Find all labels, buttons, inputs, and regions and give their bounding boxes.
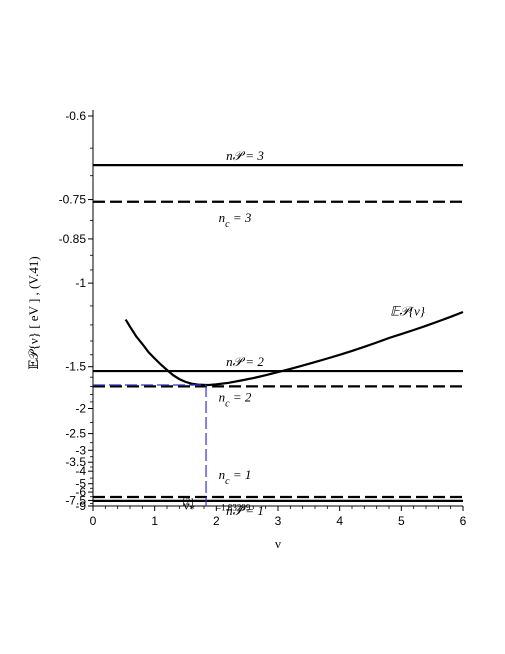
y-tick-label: -0.6 [65, 109, 86, 123]
ticks: 0 1 2 3 4 5 6-0.6-0.75-0.85-1-1.5-2-2.5-3-3.5-… [59, 109, 467, 528]
label-curve: 𝔼𝒫{ν} [390, 303, 426, 318]
energy-curve-group [124, 310, 464, 387]
x-tick-label: 3 [275, 514, 282, 528]
y-tick-label: -9 [75, 499, 86, 513]
marker-value: =1.83299 [216, 503, 251, 513]
y-tick-label: -5 [75, 477, 86, 491]
y-tick-label: -3 [75, 443, 86, 457]
x-tick-label: 1 [151, 514, 158, 528]
y-tick-label: -3.5 [65, 455, 86, 469]
y-tick-label: -2 [75, 402, 86, 416]
y-tick-label: -1.5 [65, 360, 86, 374]
marker-superscript: {2} [181, 497, 194, 507]
label-np3: n𝒫 = 3 [226, 148, 264, 163]
annotations: n𝒫 = 3 nc = 3 n𝒫 = 2 nc = 2 nc = 1 n𝒫 = 1 𝔼𝒫{ν… [26, 148, 426, 551]
y-tick-label: -0.75 [59, 193, 87, 207]
x-axis-label: ν [275, 536, 281, 551]
x-tick-label: 6 [460, 514, 467, 528]
y-tick-label: -4 [75, 464, 86, 478]
x-tick-label: 2 [213, 514, 220, 528]
x-tick-label: 0 [90, 514, 97, 528]
y-tick-label: -0.85 [59, 232, 87, 246]
energy-curve [124, 310, 464, 387]
label-nc3: nc = 3 [219, 210, 252, 230]
y-tick-label: -6 [75, 485, 86, 499]
x-tick-label: 4 [336, 514, 343, 528]
marker-symbol: ν* [183, 498, 194, 516]
label-nc2: nc = 2 [219, 389, 252, 409]
label-nc1: nc = 1 [219, 467, 252, 487]
y-tick-label: -2.5 [65, 427, 86, 441]
y-tick-label: -7.5 [65, 493, 86, 507]
y-axis-label: 𝔼𝒫{ν} [ eV ] , (V.41) [26, 256, 41, 369]
minimum-marker [93, 384, 207, 506]
label-np2: n𝒫 = 2 [226, 354, 264, 369]
y-tick-label: -1 [75, 276, 86, 290]
x-tick-label: 5 [398, 514, 405, 528]
label-np1: n𝒫 = 1 [226, 503, 264, 518]
